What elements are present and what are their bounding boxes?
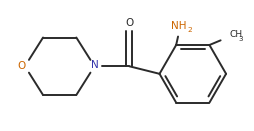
Text: NH: NH <box>171 21 187 31</box>
Text: CH: CH <box>229 30 242 39</box>
Text: N: N <box>91 61 99 70</box>
Text: O: O <box>125 18 133 28</box>
Text: 2: 2 <box>187 27 192 33</box>
Text: O: O <box>17 61 26 71</box>
Text: 3: 3 <box>239 36 243 42</box>
